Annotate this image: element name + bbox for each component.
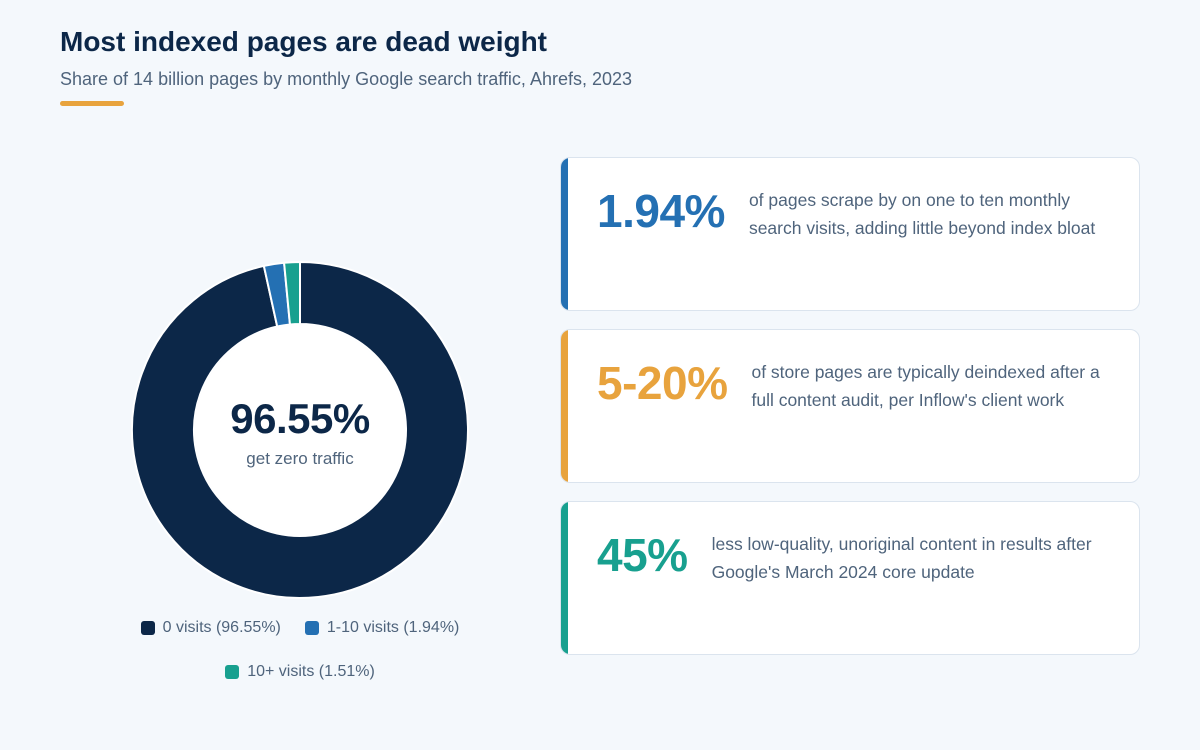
legend-swatch: [225, 665, 240, 679]
donut-chart-svg: [131, 261, 469, 599]
stat-card-deindexed: 5-20% of store pages are typically deind…: [560, 329, 1140, 483]
chart-legend: 0 visits (96.55%) 1-10 visits (1.94%) 10…: [100, 619, 500, 680]
legend-item-1-10-visits: 1-10 visits (1.94%): [304, 619, 460, 636]
legend-item-0-visits: 0 visits (96.55%): [140, 619, 281, 636]
donut-slice-0-visits: [131, 261, 469, 599]
legend-swatch: [304, 621, 319, 635]
stat-description: of pages scrape by on one to ten monthly…: [748, 190, 1096, 238]
card-accent-stripe: [561, 158, 568, 310]
card-accent-stripe: [561, 330, 568, 482]
legend-label: 0 visits (96.55%): [162, 619, 281, 636]
legend-swatch: [140, 621, 155, 635]
donut-slice-10-plus-visits: [283, 261, 301, 326]
legend-item-10-plus-visits: 10+ visits (1.51%): [225, 663, 375, 680]
stat-description: less low-quality, unoriginal content in …: [711, 534, 1092, 582]
stat-value: 45%: [597, 529, 688, 581]
legend-label: 1-10 visits (1.94%): [326, 619, 460, 636]
title-accent-bar: [60, 101, 124, 106]
donut-center-value: 96.55%: [230, 395, 370, 442]
stat-value: 5-20%: [597, 357, 728, 409]
stat-description: of store pages are typically deindexed a…: [751, 362, 1100, 410]
page-subtitle: Share of 14 billion pages by monthly Goo…: [60, 69, 633, 89]
donut-chart: 96.55% get zero traffic: [130, 260, 470, 600]
donut-center: 96.55% get zero traffic: [130, 260, 470, 600]
card-accent-stripe: [561, 502, 568, 654]
stat-cards: 1.94% of pages scrape by on one to ten m…: [560, 157, 1140, 673]
stat-card-core-update: 45% less low-quality, unoriginal content…: [560, 501, 1140, 655]
donut-hole: [195, 325, 405, 535]
stat-card-long-tail: 1.94% of pages scrape by on one to ten m…: [560, 157, 1140, 311]
donut-center-label: get zero traffic: [246, 449, 354, 468]
legend-label: 10+ visits (1.51%): [247, 663, 375, 680]
stat-value: 1.94%: [597, 185, 725, 237]
page-title: Most indexed pages are dead weight: [60, 26, 548, 57]
